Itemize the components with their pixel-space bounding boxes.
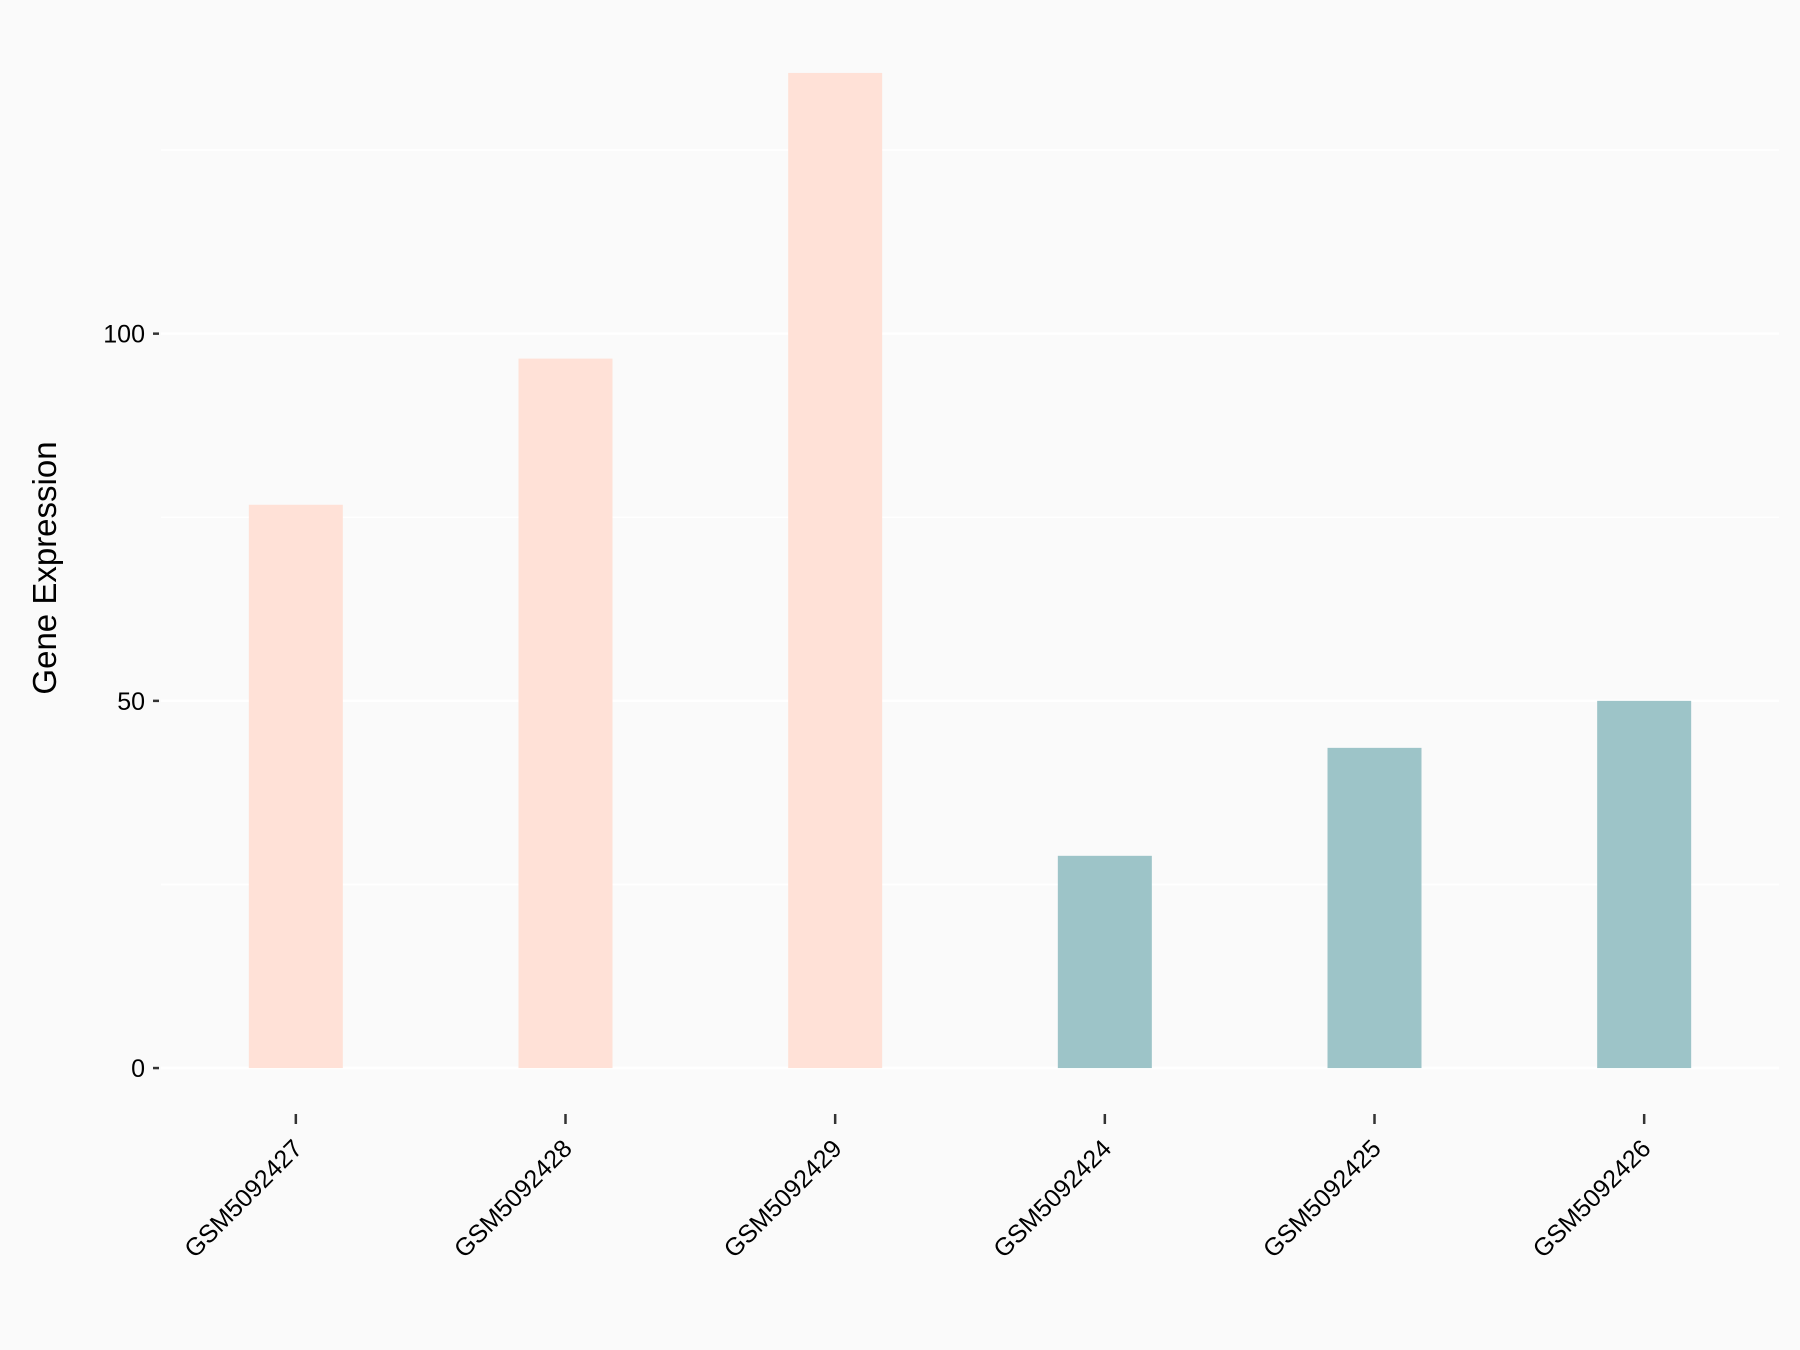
y-tick-label: 100 (103, 321, 145, 349)
y-axis-title: Gene Expression (26, 441, 63, 694)
bar (788, 72, 883, 1069)
bar (1597, 700, 1692, 1069)
bar (1057, 855, 1152, 1069)
y-tick-label: 50 (117, 688, 145, 716)
bar (518, 358, 613, 1069)
y-tick-label: 0 (131, 1055, 145, 1083)
bar (248, 504, 343, 1069)
bar (1327, 747, 1422, 1069)
